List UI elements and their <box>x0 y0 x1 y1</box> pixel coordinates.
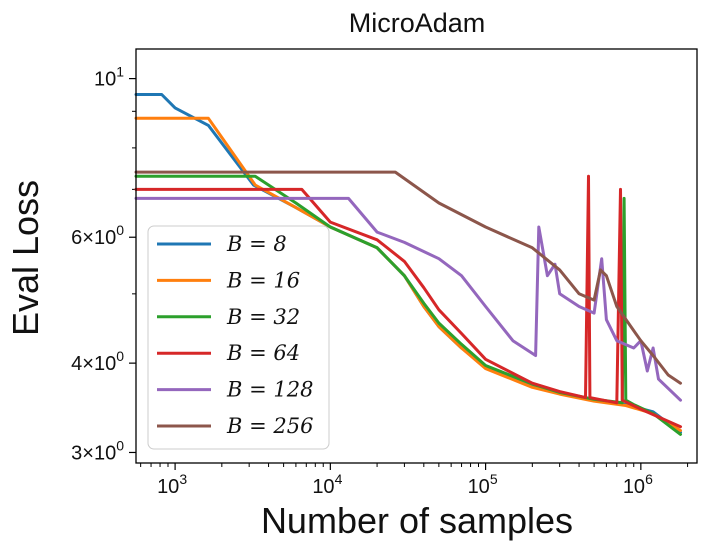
axis-ticks: 103 104 105 106 101 6×100 4×100 3×100 <box>71 64 689 498</box>
series-line-6 <box>134 170 682 385</box>
legend-label-6: B = 256 <box>226 414 313 438</box>
y-tick-label: 6×100 <box>71 222 124 249</box>
series-line-2 <box>134 116 682 432</box>
x-tick-label: 105 <box>468 471 498 498</box>
x-tick-label: 106 <box>623 471 653 498</box>
plot-frame <box>135 48 698 464</box>
series-line-5 <box>134 196 682 402</box>
x-axis-label: Number of samples <box>261 500 573 541</box>
y-axis-label: Eval Loss <box>5 180 46 336</box>
legend-label-3: B = 32 <box>226 305 300 329</box>
legend: B = 8 B = 16 B = 32 B = 64 B = 128 B = 256 <box>147 225 330 450</box>
x-tick-label: 104 <box>312 471 342 498</box>
y-tick-label: 4×100 <box>71 348 124 375</box>
series-line-3 <box>134 174 682 436</box>
series-lines <box>134 93 682 436</box>
legend-label-5: B = 128 <box>226 378 313 402</box>
series-line-4 <box>134 174 682 429</box>
legend-label-4: B = 64 <box>226 341 300 365</box>
x-tick-label: 103 <box>157 471 187 498</box>
legend-label-1: B = 8 <box>226 232 287 256</box>
chart-title: MicroAdam <box>349 8 486 38</box>
y-tick-label: 3×100 <box>71 437 124 464</box>
legend-label-2: B = 16 <box>226 268 300 292</box>
y-tick-label: 101 <box>94 64 124 91</box>
